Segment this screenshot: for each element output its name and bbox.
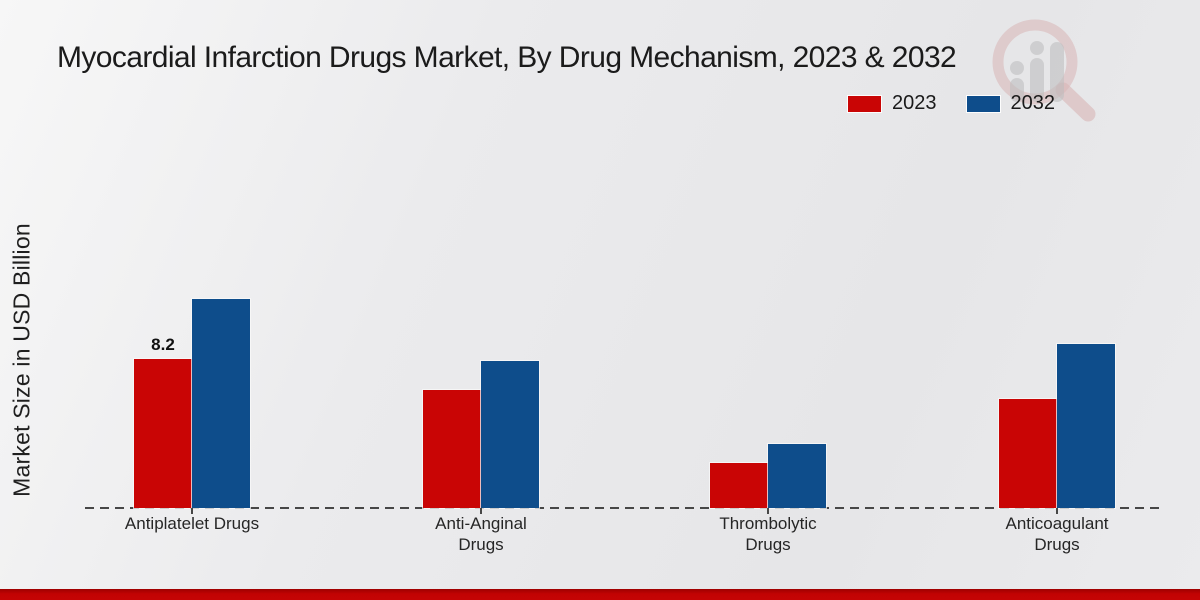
category-label-thrombolytic-drugs: Thrombolytic Drugs xyxy=(719,514,817,554)
category-label-anti-anginal-drugs: Anti-Anginal Drugs xyxy=(435,514,527,554)
bar-2023-thrombolytic-drugs xyxy=(710,463,768,508)
legend-label-2023: 2023 xyxy=(892,92,937,114)
legend-label-2032: 2032 xyxy=(1010,92,1056,114)
bar-2032-anti-anginal-drugs xyxy=(481,361,539,508)
bar-2032-antiplatelet-drugs xyxy=(192,299,250,508)
legend: 2023 2032 xyxy=(848,92,1055,115)
bar-value-label: 8.2 xyxy=(151,335,175,354)
bar-2032-thrombolytic-drugs xyxy=(768,444,826,508)
axis-tick xyxy=(767,508,769,514)
axis-tick xyxy=(191,508,193,514)
legend-swatch-2023 xyxy=(848,95,881,112)
axis-tick xyxy=(1056,508,1058,514)
legend-swatch-2032 xyxy=(966,95,1000,112)
bar-2032-anticoagulant-drugs xyxy=(1057,344,1115,508)
bar-2023-antiplatelet-drugs xyxy=(134,359,192,508)
chart-title: Myocardial Infarction Drugs Market, By D… xyxy=(57,41,957,74)
legend-item-2023: 2023 xyxy=(848,92,937,115)
legend-item-2032: 2032 xyxy=(966,92,1056,115)
x-axis-baseline xyxy=(85,507,1163,509)
category-label-anticoagulant-drugs: Anticoagulant Drugs xyxy=(1005,514,1109,554)
category-label-antiplatelet-drugs: Antiplatelet Drugs xyxy=(124,514,260,533)
bar-2023-anti-anginal-drugs xyxy=(423,390,481,508)
bottom-red-band xyxy=(0,589,1200,600)
bar-2023-anticoagulant-drugs xyxy=(999,399,1057,508)
axis-tick xyxy=(480,508,482,514)
